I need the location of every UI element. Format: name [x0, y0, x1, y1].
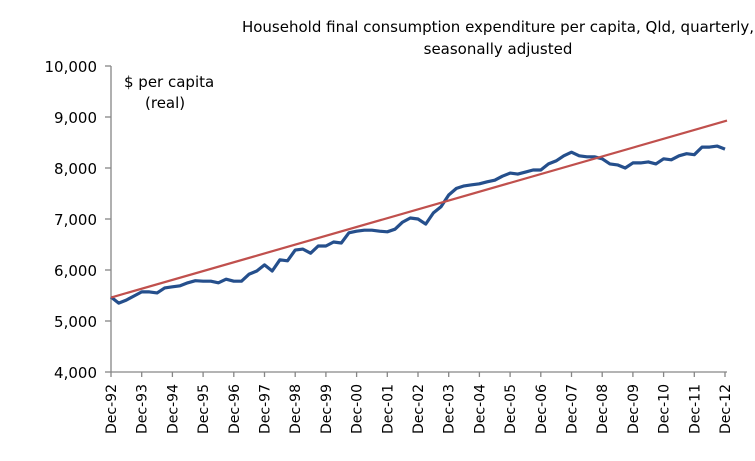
x-tick-label: Dec-08 — [595, 384, 611, 434]
x-tick-label: Dec-99 — [319, 384, 335, 434]
x-tick-label: Dec-06 — [534, 384, 550, 434]
y-tick-label: 7,000 — [54, 211, 97, 229]
y-unit-annotation-line-2: (real) — [145, 94, 185, 112]
chart-title-line-2: seasonally adjusted — [424, 40, 573, 58]
trend-line — [110, 119, 728, 299]
x-tick-label: Dec-98 — [288, 384, 304, 434]
y-tick-label: 4,000 — [54, 364, 97, 382]
x-tick-label: Dec-01 — [380, 384, 396, 434]
x-axis: Dec-92 Dec-93 Dec-94 Dec-95 Dec-96 Dec-97 Dec-… — [104, 371, 734, 434]
y-axis: 4,000 5,000 6,000 7,000 8,000 9,000 10,000 — [45, 58, 112, 382]
consumption-line — [110, 144, 726, 305]
x-tick-label: Dec-11 — [687, 384, 703, 434]
x-tick-label: Dec-05 — [503, 384, 519, 434]
y-tick-label: 5,000 — [54, 313, 97, 331]
x-tick-label: Dec-10 — [657, 384, 673, 434]
x-tick-label: Dec-09 — [626, 384, 642, 434]
x-tick-label: Dec-92 — [104, 384, 120, 434]
y-tick-label: 10,000 — [45, 58, 98, 76]
x-tick-label: Dec-96 — [227, 384, 243, 434]
x-tick-label: Dec-07 — [565, 384, 581, 434]
x-tick-label: Dec-00 — [350, 384, 366, 434]
x-tick-label: Dec-93 — [135, 384, 151, 434]
x-tick-label: Dec-95 — [196, 384, 212, 434]
x-tick-label: Dec-04 — [472, 384, 488, 434]
y-tick-label: 6,000 — [54, 262, 97, 280]
x-tick-label: Dec-94 — [165, 384, 181, 434]
y-tick-label: 8,000 — [54, 160, 97, 178]
x-tick-label: Dec-02 — [411, 384, 427, 434]
x-tick-label: Dec-12 — [718, 384, 734, 434]
chart-title-line-1: Household final consumption expenditure … — [242, 18, 754, 36]
y-unit-annotation-line-1: $ per capita — [124, 73, 214, 91]
x-tick-label: Dec-97 — [258, 384, 274, 434]
y-tick-label: 9,000 — [54, 109, 97, 127]
x-tick-label: Dec-03 — [442, 384, 458, 434]
series-group — [110, 119, 728, 305]
